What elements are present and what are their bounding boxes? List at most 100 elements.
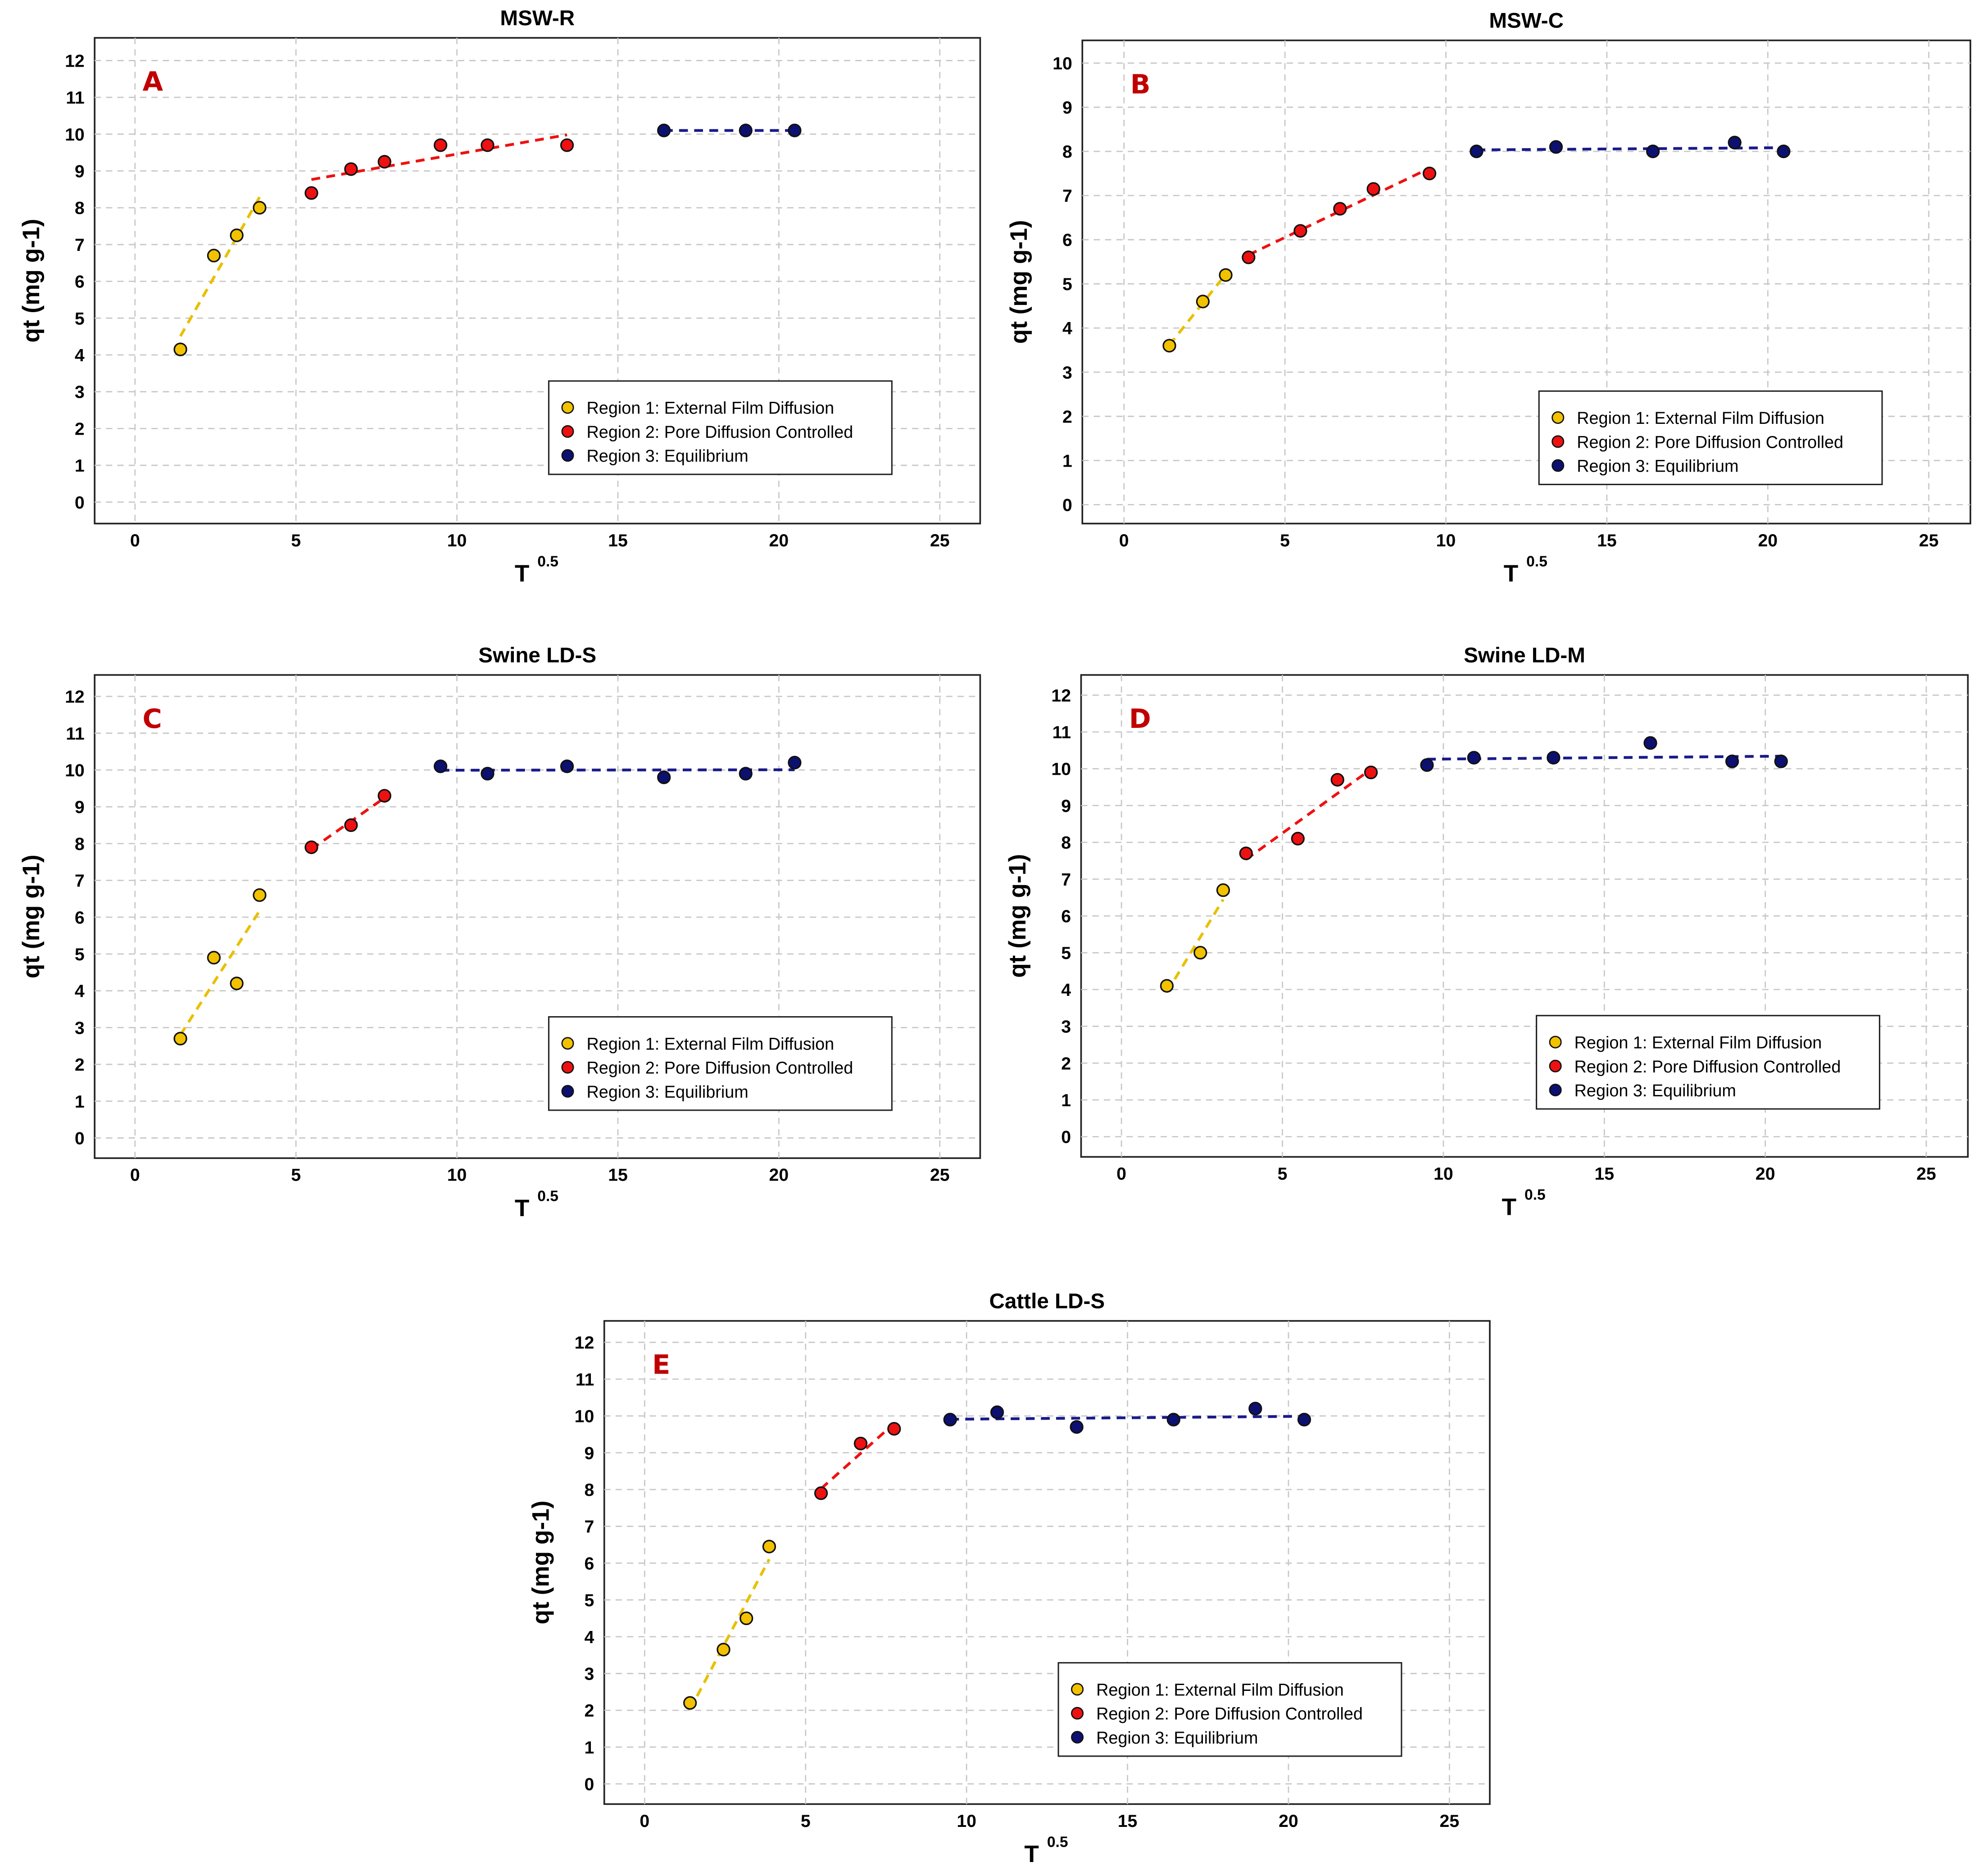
data-point-region-3	[1070, 1420, 1084, 1434]
y-tick-label: 7	[75, 236, 85, 255]
legend: Region 1: External Film Diffusion Region …	[548, 1016, 893, 1111]
y-tick-label: 10	[1051, 760, 1071, 779]
chart-title: Swine LD-M	[1464, 643, 1585, 667]
legend-marker-region-1	[1552, 411, 1565, 424]
data-point-region-1	[1219, 268, 1233, 282]
y-tick-label: 2	[75, 419, 85, 439]
y-tick-label: 11	[66, 88, 84, 108]
legend-label: Region 2: Pore Diffusion Controlled	[1577, 433, 1843, 452]
data-point-region-3	[1549, 140, 1563, 154]
chart-title: Swine LD-S	[478, 643, 596, 667]
y-tick-label: 9	[75, 798, 85, 817]
x-tick-label: 10	[447, 531, 467, 550]
y-tick-label: 6	[75, 273, 85, 292]
legend-label: Region 2: Pore Diffusion Controlled	[1096, 1705, 1363, 1724]
x-tick-label: 0	[1116, 1164, 1126, 1184]
y-tick-label: 1	[584, 1738, 594, 1758]
y-tick-label: 6	[1062, 231, 1072, 250]
y-tick-label: 6	[75, 908, 85, 927]
data-point-region-1	[230, 977, 244, 990]
data-point-region-3	[657, 770, 671, 784]
y-tick-label: 2	[584, 1701, 594, 1721]
data-point-region-3	[788, 123, 802, 137]
x-tick-label: 15	[608, 531, 628, 550]
fit-line-region-3	[1476, 146, 1784, 151]
y-tick-label: 10	[65, 125, 85, 145]
y-tick-label: 8	[75, 199, 85, 218]
data-point-region-3	[1420, 758, 1434, 772]
legend-marker-region-3	[561, 1085, 574, 1098]
data-point-region-1	[207, 249, 221, 263]
x-tick-label: 15	[1597, 531, 1617, 550]
legend-marker-region-3	[1071, 1731, 1084, 1744]
y-tick-label: 10	[65, 761, 85, 781]
y-tick-label: 0	[75, 1129, 85, 1148]
x-tick-label: 20	[769, 531, 789, 550]
chart-panel-b: 0 5 10 15 20 25 0 1 2 3 4 5 6 7 8 9 10 MSW-C B T 0.5 qt (mg g…	[1006, 9, 1971, 587]
legend-label: Region 1: External Film Diffusion	[1096, 1681, 1344, 1699]
x-tick-label: 25	[930, 1166, 950, 1185]
legend: Region 1: External Film Diffusion Region …	[1538, 390, 1883, 486]
data-point-region-2	[433, 138, 448, 152]
x-tick-label: 0	[130, 531, 140, 550]
y-axis-label: qt (mg g-1)	[18, 854, 45, 978]
data-point-region-2	[1242, 250, 1256, 264]
y-tick-label: 12	[1051, 686, 1071, 705]
data-point-region-3	[1643, 736, 1657, 750]
y-tick-label: 4	[1061, 981, 1071, 1000]
data-point-region-3	[943, 1413, 957, 1426]
data-point-region-2	[1364, 765, 1378, 780]
data-point-region-1	[253, 888, 267, 902]
y-tick-label: 3	[1061, 1017, 1071, 1037]
data-point-region-3	[657, 123, 671, 137]
y-tick-label: 5	[1062, 275, 1072, 294]
y-tick-label: 5	[584, 1591, 594, 1610]
legend-marker-region-3	[561, 449, 574, 462]
fit-line-region-2	[1248, 167, 1430, 256]
x-axis-label: T	[515, 560, 530, 587]
legend-box	[1057, 1662, 1402, 1757]
y-tick-label: 7	[1062, 186, 1072, 206]
y-tick-label: 11	[576, 1370, 594, 1390]
legend-label: Region 3: Equilibrium	[586, 1083, 748, 1102]
data-point-region-1	[1162, 339, 1176, 353]
panel-label: B	[1130, 68, 1151, 100]
legend-label: Region 3: Equilibrium	[1577, 457, 1738, 476]
data-point-region-3	[788, 756, 802, 770]
x-tick-label: 5	[291, 1166, 301, 1185]
legend-marker-region-1	[1071, 1683, 1084, 1696]
legend-label: Region 3: Equilibrium	[1574, 1081, 1736, 1100]
data-point-region-1	[1216, 883, 1230, 897]
x-tick-label: 25	[1919, 531, 1939, 550]
y-tick-label: 8	[75, 835, 85, 854]
data-point-region-1	[1160, 979, 1174, 993]
y-tick-label: 8	[584, 1481, 594, 1500]
x-axis-label: T	[515, 1195, 530, 1222]
x-tick-label: 20	[1279, 1812, 1298, 1831]
x-tick-label: 10	[957, 1812, 976, 1831]
data-point-region-2	[1291, 831, 1305, 846]
y-tick-label: 12	[65, 51, 85, 71]
y-tick-label: 9	[75, 162, 85, 182]
data-point-region-2	[1239, 846, 1253, 860]
y-tick-label: 1	[75, 456, 85, 476]
data-point-region-3	[1166, 1413, 1180, 1426]
data-point-region-2	[560, 138, 574, 152]
data-point-region-3	[990, 1405, 1004, 1419]
data-point-region-1	[173, 342, 187, 356]
data-point-region-3	[739, 767, 753, 781]
legend: Region 1: External Film Diffusion Region …	[548, 380, 893, 475]
legend-marker-region-2	[561, 1061, 574, 1074]
legend-marker-region-2	[1552, 435, 1565, 448]
y-tick-label: 1	[1061, 1091, 1071, 1110]
y-tick-label: 4	[584, 1628, 594, 1647]
y-tick-label: 12	[65, 687, 85, 707]
x-axis-label: T	[1502, 1194, 1517, 1220]
y-axis-label: qt (mg g-1)	[527, 1501, 554, 1625]
data-point-region-1	[762, 1540, 776, 1553]
data-point-region-2	[304, 186, 318, 200]
y-tick-label: 2	[75, 1055, 85, 1075]
data-point-region-1	[230, 228, 244, 242]
